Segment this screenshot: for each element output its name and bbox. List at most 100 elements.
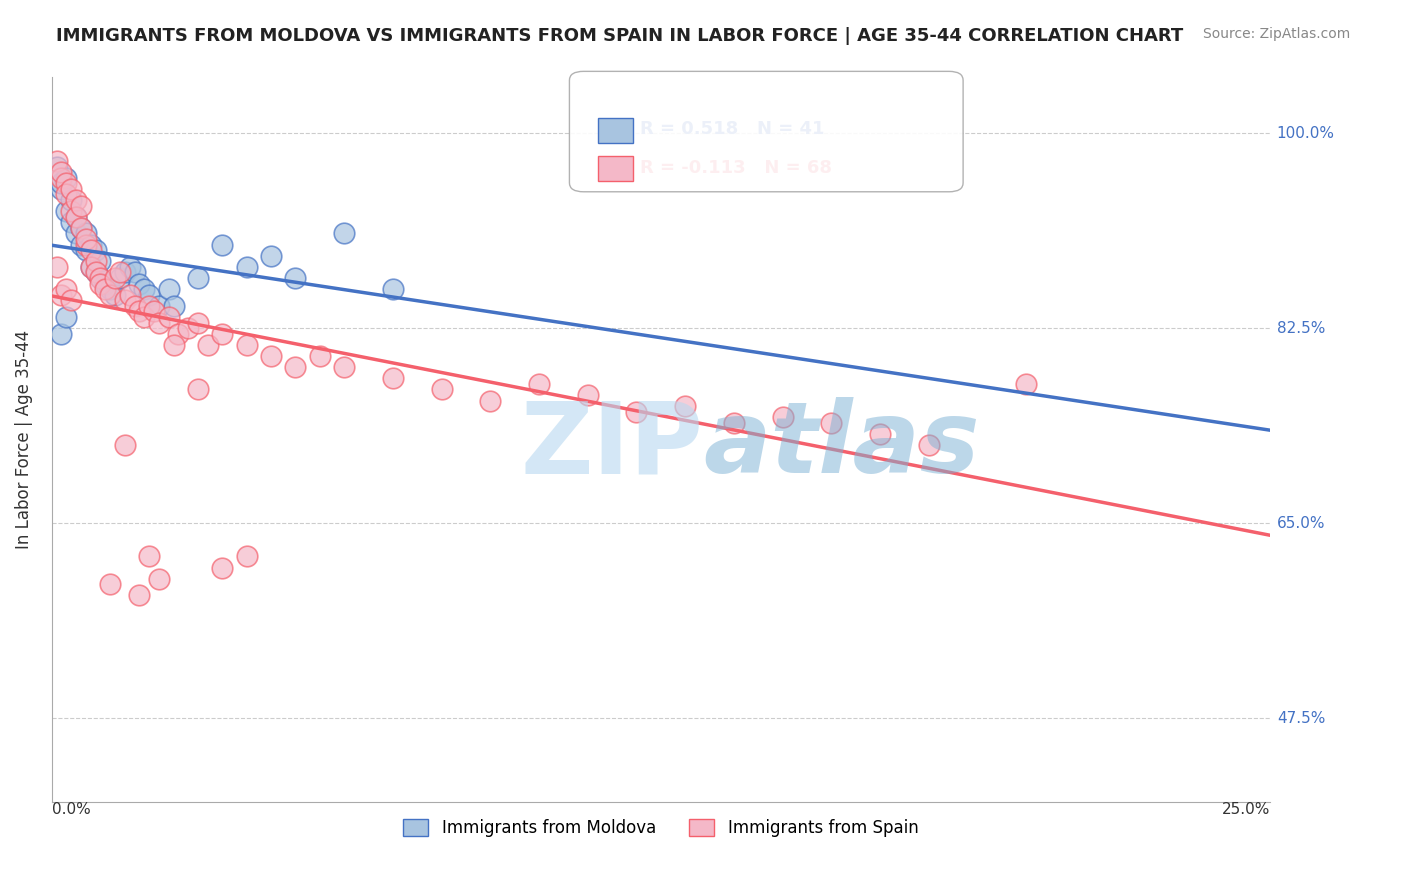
Point	[157, 310, 180, 324]
Point	[51, 170, 73, 185]
Point	[128, 589, 150, 603]
Point	[108, 265, 131, 279]
Point	[60, 182, 83, 196]
Point	[820, 416, 842, 430]
Point	[333, 227, 356, 241]
Point	[60, 215, 83, 229]
Point	[235, 260, 257, 274]
Point	[197, 338, 219, 352]
Point	[55, 187, 77, 202]
Point	[1015, 376, 1038, 391]
Text: R = -0.113   N = 68: R = -0.113 N = 68	[640, 159, 832, 177]
Point	[108, 271, 131, 285]
Point	[114, 293, 136, 308]
Point	[118, 287, 141, 301]
Point	[104, 287, 127, 301]
Point	[138, 287, 160, 301]
Point	[211, 237, 233, 252]
Point	[128, 304, 150, 318]
Point	[70, 220, 93, 235]
Point	[187, 316, 209, 330]
Point	[70, 237, 93, 252]
Point	[918, 438, 941, 452]
Point	[284, 360, 307, 375]
Point	[70, 220, 93, 235]
Point	[148, 316, 170, 330]
Point	[673, 399, 696, 413]
Point	[55, 204, 77, 219]
Point	[60, 293, 83, 308]
Point	[94, 282, 117, 296]
Point	[89, 277, 111, 291]
Point	[89, 254, 111, 268]
Point	[772, 410, 794, 425]
Point	[114, 438, 136, 452]
Point	[60, 204, 83, 219]
Point	[333, 360, 356, 375]
Point	[211, 326, 233, 341]
Text: 47.5%: 47.5%	[1277, 711, 1324, 725]
Text: ZIP: ZIP	[520, 398, 703, 494]
Point	[118, 260, 141, 274]
Point	[84, 254, 107, 268]
Text: 0.0%: 0.0%	[52, 802, 90, 816]
Text: Source: ZipAtlas.com: Source: ZipAtlas.com	[1202, 27, 1350, 41]
Point	[177, 321, 200, 335]
Point	[260, 349, 283, 363]
Point	[124, 299, 146, 313]
Point	[187, 271, 209, 285]
Point	[45, 160, 67, 174]
Point	[65, 210, 87, 224]
Point	[527, 376, 550, 391]
Point	[94, 277, 117, 291]
Point	[381, 282, 404, 296]
Point	[55, 282, 77, 296]
Point	[235, 549, 257, 564]
Point	[51, 287, 73, 301]
Point	[162, 338, 184, 352]
Text: 65.0%: 65.0%	[1277, 516, 1326, 531]
Point	[260, 249, 283, 263]
Point	[479, 393, 502, 408]
Point	[134, 282, 156, 296]
Point	[211, 560, 233, 574]
Point	[60, 193, 83, 207]
Point	[75, 227, 97, 241]
Text: atlas: atlas	[703, 398, 980, 494]
Point	[134, 310, 156, 324]
Point	[55, 170, 77, 185]
Point	[84, 265, 107, 279]
Point	[104, 271, 127, 285]
Point	[576, 388, 599, 402]
Point	[75, 237, 97, 252]
Point	[162, 299, 184, 313]
Y-axis label: In Labor Force | Age 35-44: In Labor Force | Age 35-44	[15, 330, 32, 549]
Point	[70, 198, 93, 212]
Text: 82.5%: 82.5%	[1277, 320, 1324, 335]
Point	[55, 310, 77, 324]
Point	[80, 243, 103, 257]
Point	[89, 271, 111, 285]
Point	[114, 265, 136, 279]
Point	[45, 260, 67, 274]
Point	[430, 383, 453, 397]
Point	[51, 182, 73, 196]
Point	[55, 176, 77, 190]
Point	[80, 260, 103, 274]
Point	[45, 153, 67, 168]
Point	[98, 577, 121, 591]
Point	[869, 426, 891, 441]
Point	[626, 404, 648, 418]
Point	[51, 176, 73, 190]
Point	[89, 271, 111, 285]
Point	[157, 282, 180, 296]
Point	[98, 287, 121, 301]
Point	[65, 193, 87, 207]
Point	[235, 338, 257, 352]
Point	[723, 416, 745, 430]
Point	[51, 326, 73, 341]
Point	[381, 371, 404, 385]
Point	[143, 304, 166, 318]
Point	[65, 227, 87, 241]
Legend: Immigrants from Moldova, Immigrants from Spain: Immigrants from Moldova, Immigrants from…	[396, 813, 925, 844]
